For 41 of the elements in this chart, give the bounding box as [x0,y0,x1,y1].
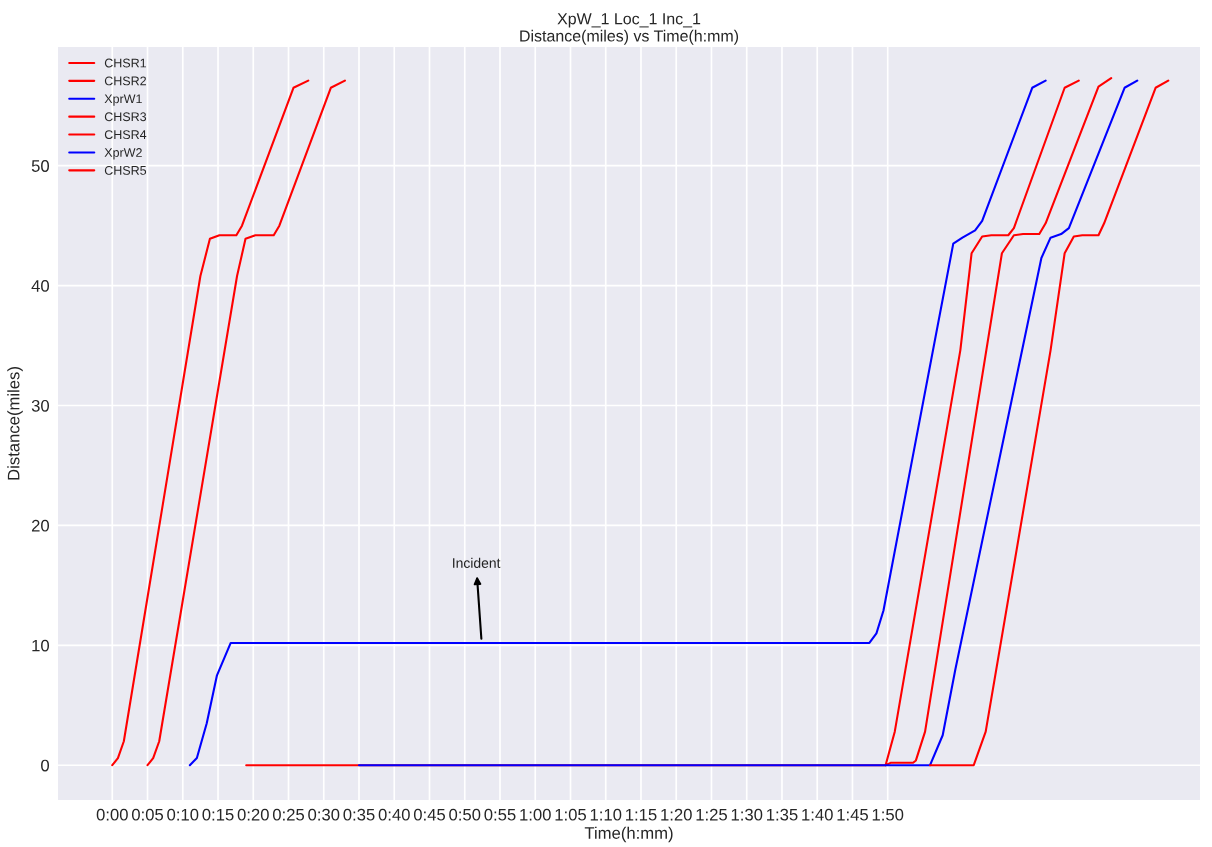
x-tick-label: 1:25 [696,808,727,821]
x-tick-label: 1:40 [802,808,833,821]
y-tick-label: 40 [31,280,50,292]
x-tick-label: 1:30 [731,808,763,821]
legend-label: XprW2 [104,148,142,160]
x-tick-label: 1:45 [837,808,868,821]
x-tick-label: 0:05 [131,808,164,821]
y-axis-title: Distance(miles) [7,367,23,480]
y-tick-label: 10 [32,639,50,652]
x-tick-label: 1:15 [626,808,657,821]
x-tick-label: 0:15 [202,808,234,821]
legend-label: CHSR3 [104,112,147,122]
x-tick-label: 1:00 [520,808,551,821]
legend-label: CHSR5 [104,165,147,175]
y-tick-label: 30 [31,399,50,412]
x-tick-label: 0:30 [308,808,340,821]
annotation: Incident [453,557,501,568]
y-tick-label: 0 [41,759,50,772]
x-tick-label: 0:50 [449,808,481,821]
x-tick-label: 0:55 [484,808,516,821]
x-tick-label: 0:35 [343,808,375,821]
chart-title: XpW_1 Loc_1 Inc_1 [557,13,701,28]
x-tick-label: 1:20 [661,808,692,821]
x-tick-label: 0:45 [413,808,446,821]
x-tick-label: 0:00 [96,808,128,821]
chart-subtitle: Distance(miles) vs Time(h:mm) [520,29,739,45]
x-tick-label: 1:35 [767,808,798,821]
x-tick-label: 0:20 [237,808,269,821]
legend-label: XprW1 [104,94,142,106]
y-tick-label: 20 [31,519,50,532]
legend-label: CHSR2 [104,76,146,86]
x-axis-title: Time(h:mm) [584,826,673,843]
x-tick-label: 0:40 [378,808,410,821]
y-tick-label: 50 [31,160,50,172]
x-tick-label: 1:50 [872,808,904,821]
x-tick-label: 0:25 [272,808,305,821]
legend-label: CHSR4 [104,130,147,140]
legend-label: CHSR1 [104,58,147,68]
x-tick-label: 1:10 [590,808,622,821]
x-tick-label: 1:05 [555,808,587,821]
x-tick-label: 0:10 [167,808,199,821]
